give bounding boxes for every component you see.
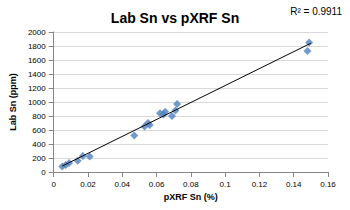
svg-text:0.08: 0.08 (183, 180, 199, 189)
svg-text:800: 800 (32, 112, 46, 121)
svg-text:0.02: 0.02 (80, 180, 96, 189)
svg-text:0.16: 0.16 (320, 180, 336, 189)
svg-text:0.1: 0.1 (220, 180, 232, 189)
svg-text:pXRF Sn (%): pXRF Sn (%) (164, 192, 218, 202)
svg-text:400: 400 (32, 140, 46, 149)
svg-text:1600: 1600 (28, 56, 46, 65)
svg-text:0: 0 (41, 168, 46, 177)
svg-text:1200: 1200 (28, 84, 46, 93)
svg-text:0.06: 0.06 (149, 180, 165, 189)
svg-text:Lab Sn vs pXRF Sn: Lab Sn vs pXRF Sn (111, 10, 239, 26)
svg-text:1000: 1000 (28, 98, 46, 107)
svg-text:0.14: 0.14 (286, 180, 302, 189)
svg-text:200: 200 (32, 154, 46, 163)
svg-text:Lab Sn (ppm): Lab Sn (ppm) (8, 73, 18, 131)
svg-text:0.12: 0.12 (252, 180, 268, 189)
svg-text:2000: 2000 (28, 28, 46, 37)
svg-text:1400: 1400 (28, 70, 46, 79)
svg-text:0: 0 (51, 180, 56, 189)
svg-text:0.04: 0.04 (114, 180, 130, 189)
svg-text:600: 600 (32, 126, 46, 135)
svg-text:1800: 1800 (28, 42, 46, 51)
svg-text:R² = 0.9911: R² = 0.9911 (290, 6, 342, 17)
